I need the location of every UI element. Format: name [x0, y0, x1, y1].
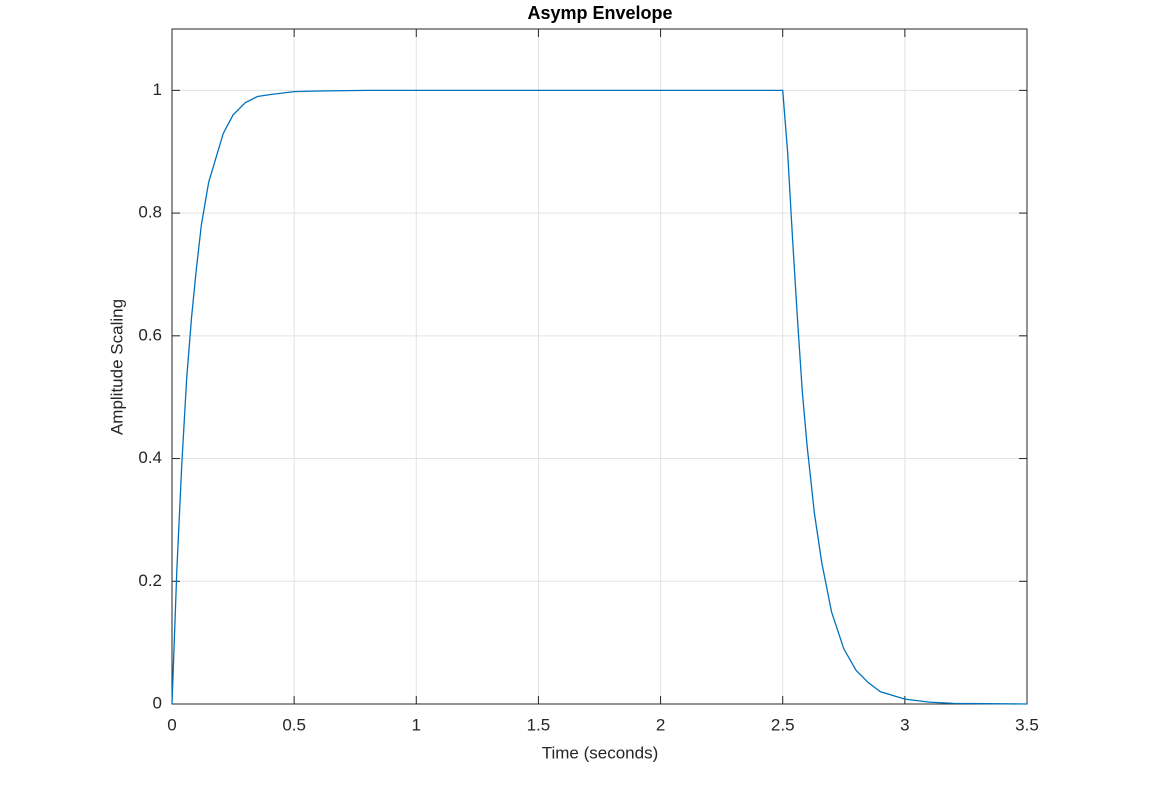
x-tick-label: 2	[656, 715, 665, 734]
y-tick-label: 0	[153, 693, 162, 712]
x-tick-label: 1.5	[527, 715, 551, 734]
x-tick-label: 2.5	[771, 715, 795, 734]
x-axis-label: Time (seconds)	[542, 743, 659, 762]
chart-title: Asymp Envelope	[527, 3, 672, 23]
y-tick-label: 0.4	[138, 448, 162, 467]
x-tick-label: 0.5	[282, 715, 306, 734]
x-tick-label: 0	[167, 715, 176, 734]
y-tick-label: 0.2	[138, 571, 162, 590]
x-tick-label: 3	[900, 715, 909, 734]
y-tick-label: 0.8	[138, 203, 162, 222]
data-line	[171, 89, 1028, 705]
axes-box	[171, 28, 1028, 705]
x-tick-label: 1	[412, 715, 421, 734]
y-axis-label: Amplitude Scaling	[107, 299, 126, 435]
y-tick-label: 0.6	[138, 325, 162, 344]
x-tick-label: 3.5	[1015, 715, 1039, 734]
y-tick-label: 1	[153, 80, 162, 99]
